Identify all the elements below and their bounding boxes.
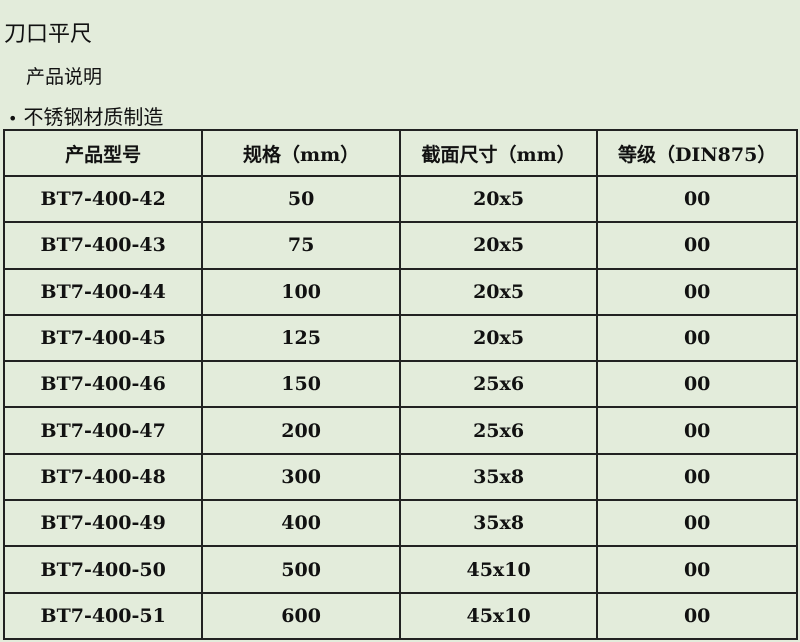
table-cell: 200	[201, 406, 401, 455]
table-cell: 20x5	[398, 267, 599, 316]
table-cell: BT7-400-44	[2, 267, 204, 316]
table-cell: 125	[201, 313, 401, 363]
table-cell: 25x6	[398, 360, 599, 409]
column-header: 等级（DIN875）	[596, 129, 798, 177]
table-row: BT7-400-42 50 20x5 00	[2, 174, 798, 224]
column-header: 规格（mm）	[201, 129, 401, 177]
column-header: 产品型号	[2, 129, 204, 177]
table-cell: 150	[201, 360, 401, 409]
table-cell: BT7-400-42	[2, 174, 204, 224]
table-cell: 75	[201, 221, 401, 270]
table-cell: 50	[201, 174, 401, 224]
table-cell: 35x8	[398, 452, 599, 502]
table-cell: BT7-400-45	[2, 313, 204, 363]
table-cell: 300	[201, 452, 401, 502]
table-row: BT7-400-47 200 25x6 00	[2, 406, 798, 455]
table-cell: BT7-400-51	[2, 591, 204, 640]
table-cell: 00	[596, 406, 798, 455]
table-cell: 20x5	[398, 174, 599, 224]
bullet-text: 不锈钢材质制造	[23, 105, 164, 129]
table-cell: 45x10	[398, 545, 599, 594]
spec-table: 产品型号 规格（mm） 截面尺寸（mm） 等级（DIN875） BT7-400-42 5…	[2, 129, 798, 640]
table-cell: 25x6	[398, 406, 599, 455]
table-cell: BT7-400-48	[2, 452, 204, 502]
table-row: BT7-400-44 100 20x5 00	[2, 267, 798, 316]
table-cell: BT7-400-49	[2, 499, 204, 548]
table-cell: 35x8	[398, 499, 599, 548]
table-cell: 500	[201, 545, 401, 594]
table-cell: 20x5	[398, 221, 599, 270]
table-cell: 400	[201, 499, 401, 548]
table-row: BT7-400-50 500 45x10 00	[2, 545, 798, 594]
table-row: BT7-400-46 150 25x6 00	[2, 360, 798, 409]
table-cell: BT7-400-47	[2, 406, 204, 455]
section-subtitle: 产品说明	[26, 66, 103, 88]
bullet-icon: •	[8, 109, 18, 128]
table-cell: 00	[596, 591, 798, 640]
table-cell: 00	[596, 452, 798, 502]
table-cell: 00	[596, 499, 798, 548]
table-cell: BT7-400-43	[2, 221, 204, 270]
table-row: BT7-400-51 600 45x10 00	[2, 591, 798, 640]
table-cell: BT7-400-50	[2, 545, 204, 594]
table-header-row: 产品型号 规格（mm） 截面尺寸（mm） 等级（DIN875）	[2, 129, 798, 177]
table-cell: 00	[596, 174, 798, 224]
table-cell: 00	[596, 545, 798, 594]
column-header: 截面尺寸（mm）	[398, 129, 599, 177]
table-row: BT7-400-49 400 35x8 00	[2, 499, 798, 548]
table-cell: 00	[596, 313, 798, 363]
table-cell: 00	[596, 221, 798, 270]
table-cell: 45x10	[398, 591, 599, 640]
table-cell: 00	[596, 267, 798, 316]
table-cell: 20x5	[398, 313, 599, 363]
bullet-item: • 不锈钢材质制造	[8, 101, 163, 130]
table-cell: BT7-400-46	[2, 360, 204, 409]
table-cell: 100	[201, 267, 401, 316]
table-cell: 00	[596, 360, 798, 409]
table-row: BT7-400-43 75 20x5 00	[2, 221, 798, 270]
page-title: 刀口平尺	[4, 22, 93, 47]
table-row: BT7-400-48 300 35x8 00	[2, 452, 798, 502]
table-row: BT7-400-45 125 20x5 00	[2, 313, 798, 363]
table-cell: 600	[201, 591, 401, 640]
